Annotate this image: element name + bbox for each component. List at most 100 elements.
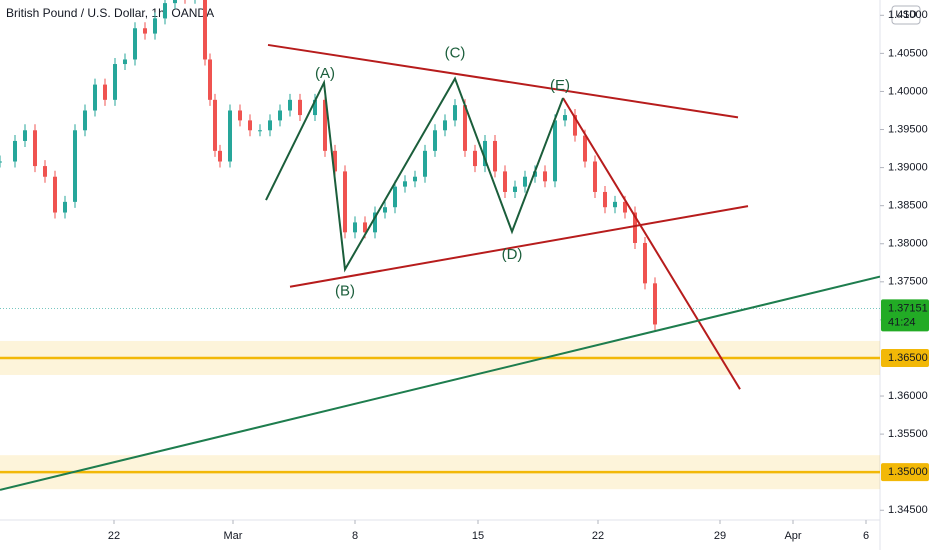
price-body bbox=[163, 3, 167, 19]
price-body bbox=[33, 130, 37, 167]
price-body bbox=[373, 212, 377, 233]
wave-label: (B) bbox=[335, 283, 355, 300]
price-body bbox=[543, 171, 547, 182]
price-body bbox=[593, 161, 597, 192]
price-body bbox=[43, 166, 47, 177]
price-body bbox=[413, 176, 417, 182]
price-body bbox=[83, 110, 87, 131]
y-tick-label: 1.37500 bbox=[888, 276, 928, 288]
price-body bbox=[63, 201, 67, 213]
price-body bbox=[563, 115, 567, 121]
price-body bbox=[73, 130, 77, 202]
trendline bbox=[267, 43, 739, 119]
wave-label: (E) bbox=[550, 77, 570, 94]
price-body bbox=[288, 99, 292, 111]
x-tick-label: 8 bbox=[352, 530, 358, 542]
price-body bbox=[583, 135, 587, 162]
price-body bbox=[633, 212, 637, 243]
price-body bbox=[143, 28, 147, 34]
price-body bbox=[363, 222, 367, 233]
x-tick-label: Mar bbox=[224, 530, 243, 542]
x-tick-label: 6 bbox=[863, 530, 869, 542]
price-body bbox=[653, 283, 657, 325]
currency-box[interactable] bbox=[891, 5, 921, 25]
x-tick-label: Apr bbox=[784, 530, 801, 542]
price-body bbox=[353, 222, 357, 233]
x-tick-label: 29 bbox=[714, 530, 726, 542]
x-tick-label: 15 bbox=[472, 530, 484, 542]
y-tick-label: 1.39500 bbox=[888, 123, 928, 135]
price-body bbox=[513, 186, 517, 192]
level-label: 1.36500 bbox=[888, 352, 928, 364]
price-body bbox=[493, 140, 497, 172]
price-body bbox=[473, 150, 477, 167]
y-tick-label: 1.40000 bbox=[888, 85, 928, 97]
y-tick-label: 1.36000 bbox=[888, 390, 928, 402]
price-body bbox=[403, 181, 407, 187]
y-tick-label: 1.39000 bbox=[888, 162, 928, 174]
price-body bbox=[93, 84, 97, 111]
price-body bbox=[343, 171, 347, 233]
y-tick-label: 1.34500 bbox=[888, 504, 928, 516]
price-body bbox=[268, 120, 272, 131]
price-body bbox=[208, 59, 212, 100]
price-body bbox=[453, 105, 457, 121]
price-body bbox=[623, 201, 627, 213]
price-body bbox=[228, 110, 232, 162]
price-body bbox=[173, 0, 177, 4]
price-body bbox=[153, 18, 157, 34]
y-tick-label: 1.38500 bbox=[888, 200, 928, 212]
price-body bbox=[383, 207, 387, 213]
level-badge bbox=[881, 348, 929, 367]
trendline bbox=[289, 205, 749, 288]
price-body bbox=[203, 0, 207, 60]
price-body bbox=[113, 64, 117, 100]
price-body bbox=[393, 186, 397, 208]
price-body bbox=[103, 84, 107, 100]
price-body bbox=[573, 115, 577, 136]
level-badge bbox=[881, 463, 929, 482]
price-body bbox=[483, 140, 487, 167]
x-tick-label: 22 bbox=[592, 530, 604, 542]
y-tick-label: 1.35500 bbox=[888, 428, 928, 440]
price-body bbox=[13, 140, 17, 162]
price-body bbox=[433, 130, 437, 151]
price-body bbox=[133, 28, 137, 60]
price-body bbox=[643, 242, 647, 284]
price-body bbox=[258, 130, 262, 132]
wave-label: (A) bbox=[315, 65, 335, 82]
chart-title: British Pound / U.S. Dollar, 1h, OANDA bbox=[6, 6, 214, 20]
wave-label: (C) bbox=[445, 44, 466, 61]
price-body bbox=[218, 150, 222, 162]
price-body bbox=[603, 191, 607, 208]
wave-label: (D) bbox=[502, 246, 523, 263]
price-body bbox=[463, 105, 467, 151]
level-label: 1.35000 bbox=[888, 466, 928, 478]
last-price-label: 1.37151 bbox=[888, 302, 928, 314]
price-body bbox=[313, 99, 317, 116]
price-body bbox=[503, 171, 507, 192]
price-body bbox=[0, 161, 2, 163]
price-body bbox=[423, 150, 427, 177]
y-tick-label: 1.40500 bbox=[888, 47, 928, 59]
trendline bbox=[0, 275, 880, 491]
trendline bbox=[562, 97, 741, 390]
price-body bbox=[298, 99, 302, 116]
price-body bbox=[443, 120, 447, 131]
price-body bbox=[53, 176, 57, 213]
currency[interactable]: USD bbox=[895, 10, 916, 21]
trendline bbox=[265, 76, 564, 273]
price-body bbox=[553, 120, 557, 182]
x-tick-label: 22 bbox=[108, 530, 120, 542]
price-body bbox=[323, 99, 327, 151]
axes: 1.345001.355001.360001.370001.375001.380… bbox=[108, 9, 929, 542]
y-tick-label: 1.38000 bbox=[888, 238, 928, 250]
price-body bbox=[238, 110, 242, 121]
plot-area: (A) (B) (C) (D) (E) bbox=[0, 0, 880, 491]
countdown: 41:24 bbox=[888, 316, 916, 328]
price-body bbox=[23, 130, 27, 141]
price-body bbox=[123, 59, 127, 65]
price-body bbox=[613, 201, 617, 208]
y-tick-label: 1.41000 bbox=[888, 9, 928, 21]
